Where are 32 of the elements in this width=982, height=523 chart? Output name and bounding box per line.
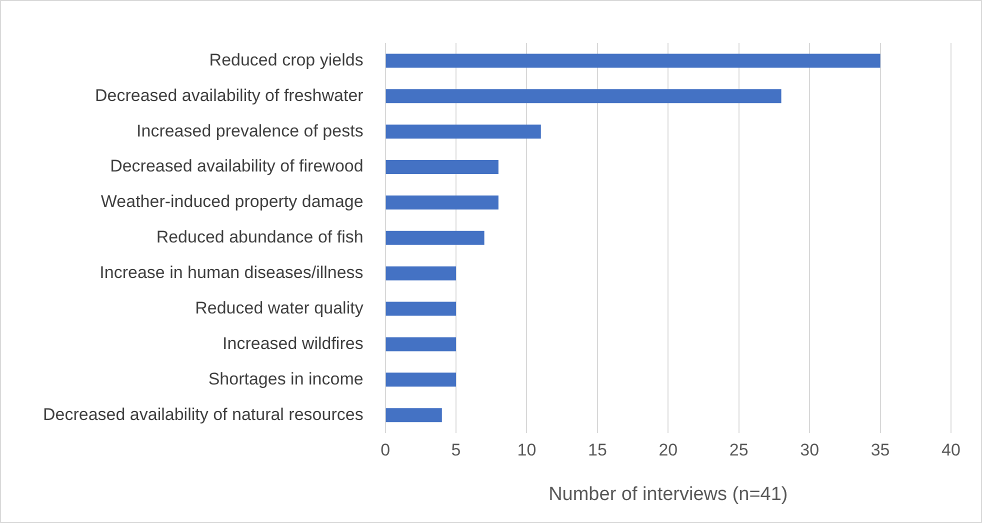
y-tick-label: Reduced abundance of fish [156, 228, 364, 247]
y-tick-label: Decreased availability of freshwater [94, 86, 364, 105]
bar [386, 337, 456, 352]
y-tick-label: Reduced water quality [195, 298, 364, 318]
bar [386, 372, 456, 387]
bar [386, 266, 456, 280]
bar [386, 195, 498, 210]
x-tick-label: 20 [658, 440, 678, 460]
x-tick-label: 5 [451, 440, 461, 460]
x-tick-label: 15 [588, 440, 607, 460]
x-tick-label: 35 [870, 440, 890, 460]
y-tick-label: Increased prevalence of pests [136, 121, 364, 140]
x-tick-label: 25 [729, 440, 748, 460]
y-tick-label: Increase in human diseases/illness [100, 263, 364, 282]
x-tick-label: 0 [380, 440, 390, 460]
x-axis-title: Number of interviews (n=41) [548, 484, 788, 505]
bar [386, 124, 541, 139]
y-tick-label: Weather-induced property damage [100, 192, 364, 212]
y-tick-label: Increased wildfires [222, 334, 364, 353]
y-tick-label: Decreased availability of firewood [110, 156, 364, 176]
x-tick-label: 10 [517, 440, 536, 460]
bar [386, 54, 880, 68]
bar [386, 302, 456, 316]
y-tick-label: Reduced crop yields [209, 50, 364, 70]
x-tick-label: 30 [800, 440, 820, 460]
x-tick-label: 40 [942, 440, 960, 460]
bar [386, 230, 484, 245]
bar [386, 160, 498, 174]
y-tick-label: Shortages in income [208, 369, 364, 388]
y-tick-label: Decreased availability of natural resources [43, 404, 364, 424]
bar [386, 408, 442, 422]
bar [386, 89, 782, 104]
